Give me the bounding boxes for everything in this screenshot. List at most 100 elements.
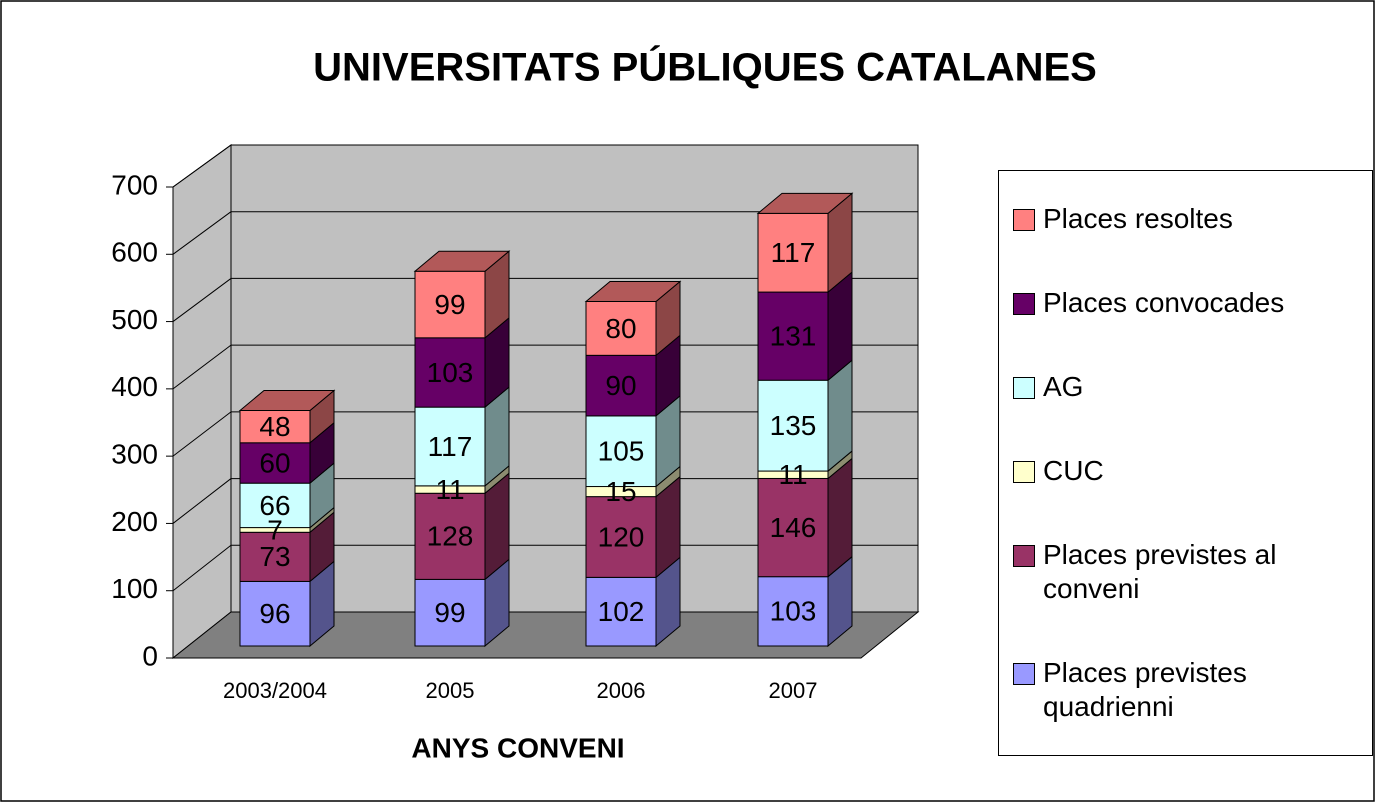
legend-label: Places previstes al conveni (1043, 539, 1277, 604)
bar-top (584, 280, 682, 302)
bar-side-shade (485, 251, 509, 338)
bar-front (239, 531, 311, 582)
bar-segment (414, 558, 510, 648)
y-tick-label: 100 (111, 573, 158, 604)
legend-item: Places resoltes (1013, 202, 1368, 236)
bar-side-shade (310, 463, 334, 528)
grid-line (172, 544, 232, 592)
y-tick-label: 400 (111, 371, 158, 402)
bar-top (756, 192, 854, 214)
y-tick-label: 0 (142, 640, 158, 671)
y-tick-label: 700 (111, 169, 158, 200)
bar-front (757, 477, 829, 578)
grid-line (172, 344, 232, 390)
bar-segment (757, 457, 853, 578)
bar-side-shade (485, 387, 509, 486)
bar-segment (238, 389, 336, 444)
bar-side-shade (828, 556, 852, 646)
legend-item: Places convocades (1013, 286, 1368, 320)
bar-top (238, 390, 336, 411)
bar-front (585, 415, 657, 488)
bar-front (585, 354, 657, 417)
x-tick-label: 2003/2004 (223, 678, 327, 703)
legend-label: Places previstes quadrienni (1043, 657, 1247, 722)
bar-front (757, 212, 829, 293)
grid-line (172, 211, 232, 255)
legend-label: AG (1043, 371, 1084, 402)
grid-line (172, 478, 232, 524)
bar-side-shade (656, 395, 680, 487)
value-label: 48 (259, 411, 290, 442)
bar-segment (584, 280, 682, 357)
bar-side-shade (828, 272, 852, 381)
bar-side-shade (828, 193, 852, 293)
legend-swatch (1013, 209, 1035, 231)
bar-segment (414, 472, 510, 581)
bar-side-shade (828, 360, 852, 472)
bar-segment (757, 359, 853, 473)
legend-label: Places convocades (1043, 287, 1285, 318)
bar-segment (414, 386, 510, 487)
legend-label: Places resoltes (1043, 203, 1233, 234)
bar-side-shade (485, 473, 509, 580)
bar-side-shade (485, 559, 509, 646)
bar-side-shade (310, 390, 334, 443)
bar-side-shade (310, 561, 334, 646)
bar-side-shade (828, 458, 852, 577)
bar-front (757, 291, 829, 381)
bar-side-shade (656, 335, 680, 416)
legend-swatch (1013, 377, 1035, 399)
value-label: 105 (598, 436, 645, 467)
bar-side-shade (310, 512, 334, 582)
x-tick-label: 2005 (426, 678, 475, 703)
legend: Places resoltes Places convocades AG CUC Pla… (998, 170, 1373, 756)
bar-segment (414, 464, 510, 495)
bar-segment (585, 394, 681, 488)
bar-front (757, 379, 829, 472)
bar-segment (757, 555, 853, 648)
value-label: 103 (770, 596, 817, 627)
y-tick-label: 600 (111, 237, 158, 268)
value-label: 11 (778, 459, 807, 490)
legend-swatch (1013, 663, 1035, 685)
value-label: 60 (259, 447, 290, 478)
x-tick-label: 2006 (597, 678, 646, 703)
bar-side-shade (656, 476, 680, 578)
value-label: 15 (605, 476, 636, 507)
bar-segment (757, 449, 853, 480)
value-label: 99 (434, 289, 465, 320)
bar-segment (239, 506, 335, 534)
bar-side-shade (656, 466, 680, 497)
bar-segment (413, 250, 511, 339)
legend-swatch (1013, 293, 1035, 315)
legend-item: AG (1013, 370, 1368, 404)
chart-title: UNIVERSITATS PÚBLIQUES CATALANES (313, 44, 1097, 90)
bar-front (585, 576, 657, 647)
grid-line (172, 411, 232, 457)
value-label: 102 (598, 596, 645, 627)
bar-top-shade (415, 251, 509, 272)
value-label: 80 (605, 313, 636, 344)
bar-segment (239, 511, 335, 583)
legend-label: CUC (1043, 455, 1104, 486)
legend-swatch (1013, 461, 1035, 483)
value-label: 146 (770, 512, 817, 543)
value-label: 103 (427, 357, 474, 388)
bar-side-shade (485, 465, 509, 494)
value-label: 128 (427, 521, 474, 552)
legend-swatch (1013, 545, 1035, 567)
y-tick-label: 200 (111, 506, 158, 537)
bar-side-shade (310, 507, 334, 533)
grid-line (172, 278, 232, 322)
bar-segment (585, 334, 681, 417)
x-axis-title: ANYS CONVENI (411, 732, 624, 763)
x-tick-label: 2007 (769, 678, 818, 703)
side-wall (172, 144, 232, 660)
bar-top-shade (586, 281, 680, 302)
bar-segment (585, 556, 681, 648)
value-label: 117 (428, 431, 473, 462)
value-label: 11 (435, 474, 464, 505)
legend-item: Places previstes al conveni (1013, 538, 1368, 606)
bar-top-shade (758, 193, 852, 214)
